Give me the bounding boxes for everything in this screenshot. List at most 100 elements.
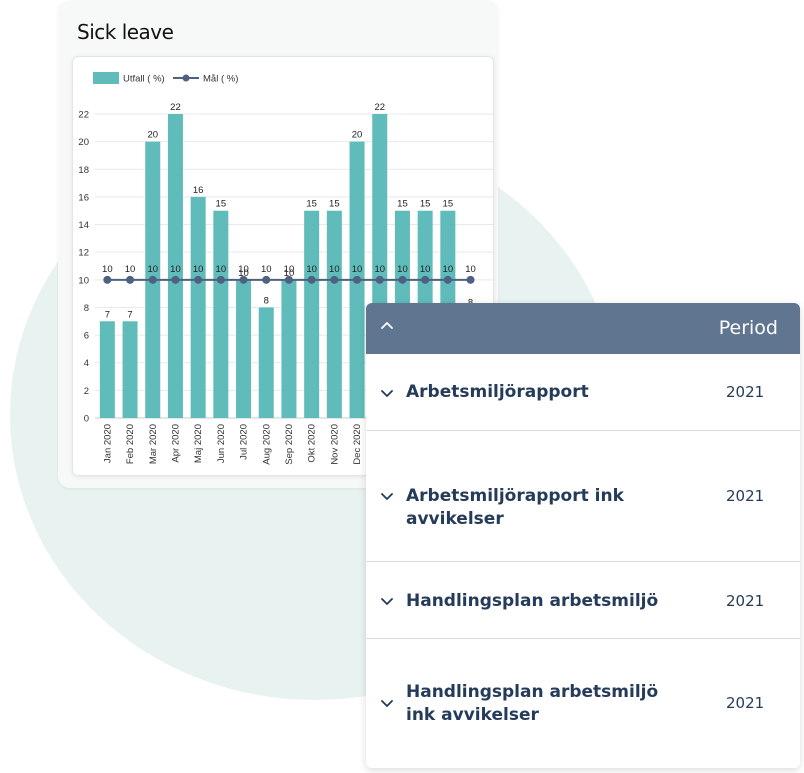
- bar-data-label: 20: [352, 130, 363, 141]
- goal-data-label: 10: [284, 264, 295, 275]
- legend-label: Mål ( %): [203, 74, 238, 85]
- goal-point: [262, 275, 271, 284]
- bar: [99, 321, 115, 418]
- goal-point: [330, 275, 339, 284]
- y-tick-label: 2: [84, 386, 89, 397]
- period-column-header: Period: [718, 317, 778, 339]
- x-tick-label: Jun 2020: [216, 424, 227, 463]
- goal-point: [194, 275, 203, 284]
- bar: [258, 307, 274, 418]
- bar-data-label: 7: [105, 309, 110, 320]
- report-title: Arbetsmiljörapport: [406, 382, 589, 402]
- bar: [122, 321, 138, 418]
- x-tick-label: Feb 2020: [125, 424, 136, 464]
- bar-data-label: 16: [193, 185, 204, 196]
- goal-data-label: 10: [238, 264, 249, 275]
- chevron-down-icon[interactable]: [380, 489, 394, 503]
- y-tick-label: 20: [78, 137, 89, 148]
- goal-point: [216, 275, 225, 284]
- bar-data-label: 15: [443, 199, 454, 210]
- goal-point: [284, 275, 293, 284]
- goal-data-label: 10: [102, 264, 113, 275]
- bar-data-label: 15: [420, 199, 431, 210]
- goal-point: [353, 275, 362, 284]
- bar: [304, 210, 320, 418]
- goal-data-label: 10: [374, 264, 385, 275]
- report-row[interactable]: Handlingsplan arbetsmiljö ink avvikelser…: [366, 639, 800, 768]
- x-tick-label: Apr 2020: [170, 424, 181, 463]
- legend-swatch-bar: [93, 72, 119, 84]
- y-tick-label: 18: [78, 165, 89, 176]
- legend-label: Utfall ( %): [123, 74, 165, 85]
- y-tick-label: 4: [84, 358, 89, 369]
- report-title: Arbetsmiljörapport ink avvikelser: [406, 486, 624, 529]
- goal-data-label: 10: [306, 264, 317, 275]
- goal-data-label: 10: [125, 264, 136, 275]
- x-tick-label: Okt 2020: [307, 424, 318, 463]
- y-tick-label: 10: [78, 275, 89, 286]
- goal-point: [307, 275, 316, 284]
- bar-data-label: 8: [468, 297, 473, 308]
- bar-data-label: 15: [306, 199, 317, 210]
- goal-point: [239, 275, 248, 284]
- report-year: 2021: [726, 383, 765, 401]
- goal-point: [171, 275, 180, 284]
- bar: [167, 114, 183, 418]
- goal-data-label: 10: [465, 264, 476, 275]
- report-title: Handlingsplan arbetsmiljö: [406, 591, 659, 611]
- chevron-down-icon[interactable]: [380, 696, 394, 710]
- report-row[interactable]: Arbetsmiljörapport 2021: [366, 354, 800, 431]
- bar-data-label: 22: [170, 102, 181, 113]
- goal-point: [375, 275, 384, 284]
- goal-point: [103, 275, 112, 284]
- x-tick-label: Nov 2020: [329, 424, 340, 465]
- y-tick-label: 8: [84, 303, 89, 314]
- goal-point: [398, 275, 407, 284]
- goal-data-label: 10: [420, 264, 431, 275]
- x-tick-label: Dec 2020: [352, 424, 363, 465]
- bar-data-label: 15: [329, 199, 340, 210]
- legend-swatch-point: [182, 74, 190, 82]
- bar-data-label: 15: [216, 199, 227, 210]
- bar-data-label: 22: [374, 102, 385, 113]
- goal-data-label: 10: [352, 264, 363, 275]
- report-panel: Period Arbetsmiljörapport 2021 Arbetsmil…: [366, 303, 800, 768]
- report-year: 2021: [726, 694, 765, 712]
- bar: [281, 279, 297, 418]
- bar-data-label: 10: [284, 268, 295, 279]
- chevron-down-icon[interactable]: [380, 594, 394, 608]
- x-tick-label: Aug 2020: [261, 424, 272, 465]
- goal-data-label: 10: [193, 264, 204, 275]
- y-tick-label: 12: [78, 248, 89, 259]
- bar-data-label: 20: [147, 130, 158, 141]
- bar: [236, 279, 252, 418]
- y-tick-label: 0: [84, 414, 89, 425]
- chevron-up-icon[interactable]: [380, 319, 394, 333]
- goal-data-label: 10: [147, 264, 158, 275]
- y-tick-label: 14: [78, 220, 89, 231]
- x-tick-label: Jan 2020: [102, 424, 113, 463]
- goal-data-label: 10: [170, 264, 181, 275]
- goal-data-label: 10: [261, 264, 272, 275]
- goal-point: [421, 275, 430, 284]
- goal-data-label: 10: [216, 264, 227, 275]
- y-tick-label: 22: [78, 110, 89, 121]
- report-year: 2021: [726, 487, 765, 505]
- bar-data-label: 7: [127, 309, 132, 320]
- x-tick-label: Maj 2020: [193, 424, 204, 463]
- report-row[interactable]: Arbetsmiljörapport ink avvikelser 2021: [366, 431, 800, 562]
- bar-data-label: 8: [264, 295, 269, 306]
- goal-point: [126, 275, 135, 284]
- panel-header[interactable]: Period: [366, 303, 800, 354]
- y-tick-label: 6: [84, 331, 89, 342]
- chevron-down-icon[interactable]: [380, 386, 394, 400]
- y-tick-label: 16: [78, 192, 89, 203]
- bar-data-label: 10: [238, 268, 249, 279]
- x-tick-label: Sep 2020: [284, 424, 295, 465]
- report-row[interactable]: Handlingsplan arbetsmiljö 2021: [366, 562, 800, 639]
- x-tick-label: Jul 2020: [239, 424, 250, 460]
- goal-data-label: 10: [329, 264, 340, 275]
- page-title: Sick leave: [77, 20, 174, 44]
- x-tick-label: Mar 2020: [148, 424, 159, 464]
- goal-data-label: 10: [443, 264, 454, 275]
